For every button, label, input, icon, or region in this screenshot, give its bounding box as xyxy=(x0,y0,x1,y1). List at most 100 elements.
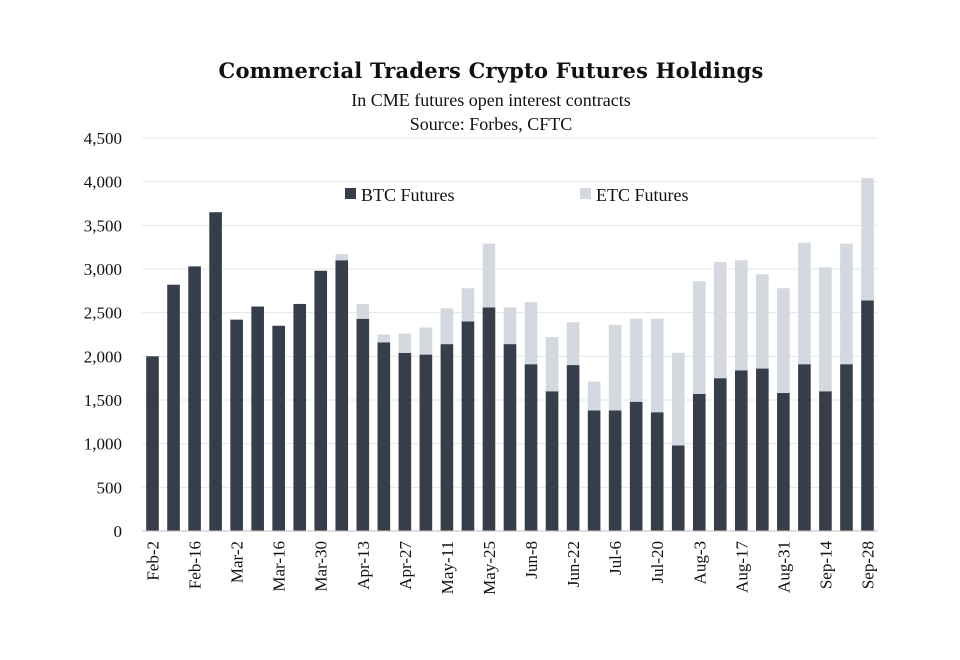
bar-btc xyxy=(230,319,243,531)
bar-btc xyxy=(861,300,874,531)
bar-btc xyxy=(524,364,538,531)
bar-etc xyxy=(861,178,874,301)
legend: BTC Futures ETC Futures xyxy=(345,185,689,205)
x-tick-label: May-11 xyxy=(438,541,457,594)
bar-btc xyxy=(819,391,832,531)
bar-btc xyxy=(735,370,748,531)
bar-etc xyxy=(777,288,790,394)
bar-btc xyxy=(713,378,727,531)
x-tick-label: Jun-8 xyxy=(522,541,541,579)
x-tick-label: Feb-2 xyxy=(144,541,163,581)
legend-swatch-etc xyxy=(580,188,591,199)
bar-etc xyxy=(735,260,748,371)
bar-btc xyxy=(272,325,285,531)
bar-btc xyxy=(188,266,201,531)
x-tick-label: Aug-17 xyxy=(732,541,751,593)
bar-btc xyxy=(146,356,159,531)
x-tick-label: May-25 xyxy=(480,541,499,595)
x-tick-label: Jun-22 xyxy=(564,541,583,587)
bar-btc xyxy=(209,212,222,531)
bar-etc xyxy=(335,254,349,261)
bar-btc xyxy=(398,352,412,531)
x-tick-label: Feb-16 xyxy=(186,541,205,589)
bar-btc xyxy=(461,321,475,531)
y-tick-label: 0 xyxy=(114,522,123,541)
bar-etc xyxy=(461,288,475,322)
bar-etc xyxy=(503,307,517,345)
bar-btc xyxy=(377,342,391,531)
bar-etc xyxy=(566,322,580,366)
bars xyxy=(146,178,874,531)
bar-btc xyxy=(798,364,811,531)
bar-btc xyxy=(671,445,685,531)
bar-btc xyxy=(335,260,349,531)
bar-btc xyxy=(356,318,370,531)
x-tick-label: Aug-3 xyxy=(690,541,709,584)
bar-etc xyxy=(608,324,622,411)
y-tick-label: 3,000 xyxy=(84,260,122,279)
bar-etc xyxy=(545,337,559,392)
bar-etc xyxy=(713,262,727,379)
y-tick-label: 500 xyxy=(97,478,123,497)
bar-btc xyxy=(545,391,559,531)
chart-title: Commercial Traders Crypto Futures Holdin… xyxy=(218,58,764,83)
chart-source: Source: Forbes, CFTC xyxy=(409,114,573,134)
x-tick-label: Mar-30 xyxy=(312,541,331,592)
x-tick-label: Sep-14 xyxy=(816,541,835,590)
y-tick-label: 4,000 xyxy=(84,173,122,192)
x-tick-label: Jul-6 xyxy=(606,541,625,575)
bar-etc xyxy=(798,242,811,365)
bar-btc xyxy=(629,401,643,531)
bar-etc xyxy=(440,308,454,345)
x-tick-label: Sep-28 xyxy=(858,541,877,589)
y-tick-label: 1,000 xyxy=(84,435,122,454)
x-tick-label: Aug-31 xyxy=(774,541,793,593)
y-axis-ticks: 0 500 1,000 1,500 2,000 2,500 3,000 3,500 4,000 4… xyxy=(84,129,122,541)
x-tick-label: Apr-13 xyxy=(354,541,373,590)
x-axis-ticks: Feb-2 Feb-16 Mar-2 Mar-16 Mar-30 Apr-13 Apr-27… xyxy=(144,541,878,595)
y-tick-label: 4,500 xyxy=(84,129,122,148)
bar-etc xyxy=(482,243,496,308)
bar-btc xyxy=(440,344,454,531)
y-tick-label: 2,500 xyxy=(84,304,122,323)
bar-etc xyxy=(629,318,643,402)
bar-etc xyxy=(524,302,538,365)
bar-btc xyxy=(167,284,180,531)
bar-etc xyxy=(419,327,433,355)
x-tick-label: Mar-16 xyxy=(270,541,289,592)
y-tick-label: 3,500 xyxy=(84,216,122,235)
legend-label-etc: ETC Futures xyxy=(596,185,689,205)
bar-etc xyxy=(671,352,685,446)
bar-etc xyxy=(377,334,391,343)
legend-swatch-btc xyxy=(345,188,356,199)
bar-btc xyxy=(293,303,307,531)
bar-btc xyxy=(840,364,853,531)
y-tick-label: 2,000 xyxy=(84,347,122,366)
bar-btc xyxy=(503,344,517,531)
x-tick-label: Apr-27 xyxy=(396,541,415,590)
bar-etc xyxy=(398,333,412,353)
bar-btc xyxy=(692,393,706,531)
bar-etc xyxy=(692,281,706,394)
chart-subtitle: In CME futures open interest contracts xyxy=(351,90,631,110)
bar-btc xyxy=(587,410,601,531)
bar-btc xyxy=(419,354,433,531)
bar-btc xyxy=(482,307,496,531)
bar-btc xyxy=(777,393,790,531)
bar-btc xyxy=(566,365,580,531)
bar-btc xyxy=(650,412,664,531)
y-tick-label: 1,500 xyxy=(84,391,122,410)
bar-etc xyxy=(819,267,832,392)
bar-btc xyxy=(608,410,622,531)
x-tick-label: Mar-2 xyxy=(228,541,247,583)
bar-etc xyxy=(356,303,370,319)
bar-btc xyxy=(314,270,328,531)
legend-label-btc: BTC Futures xyxy=(361,185,455,205)
bar-btc xyxy=(251,306,264,531)
bar-etc xyxy=(840,243,853,365)
bar-etc xyxy=(756,274,769,369)
bar-etc xyxy=(587,381,601,411)
bar-etc xyxy=(650,318,664,413)
x-tick-label: Jul-20 xyxy=(648,541,667,584)
